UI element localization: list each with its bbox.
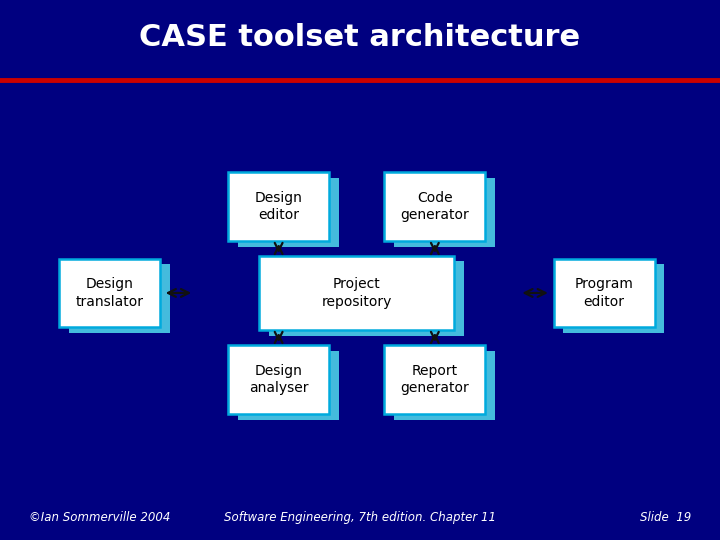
Text: Slide  19: Slide 19: [640, 510, 691, 524]
Text: Design
editor: Design editor: [255, 191, 302, 222]
Text: Project
repository: Project repository: [322, 278, 392, 308]
Text: ©Ian Sommerville 2004: ©Ian Sommerville 2004: [29, 510, 170, 524]
Text: CASE toolset architecture: CASE toolset architecture: [140, 23, 580, 52]
Text: Report
generator: Report generator: [400, 364, 469, 395]
FancyBboxPatch shape: [228, 345, 329, 414]
FancyBboxPatch shape: [238, 178, 339, 247]
Text: Code
generator: Code generator: [400, 191, 469, 222]
FancyBboxPatch shape: [68, 265, 170, 333]
FancyBboxPatch shape: [228, 172, 329, 241]
FancyBboxPatch shape: [384, 345, 485, 414]
Text: Program
editor: Program editor: [575, 278, 634, 308]
FancyBboxPatch shape: [259, 255, 454, 330]
FancyBboxPatch shape: [59, 259, 160, 327]
FancyBboxPatch shape: [394, 351, 495, 420]
Text: Design
translator: Design translator: [76, 278, 143, 308]
FancyBboxPatch shape: [269, 261, 464, 336]
FancyBboxPatch shape: [563, 265, 665, 333]
FancyBboxPatch shape: [394, 178, 495, 247]
FancyBboxPatch shape: [384, 172, 485, 241]
Text: Software Engineering, 7th edition. Chapter 11: Software Engineering, 7th edition. Chapt…: [224, 510, 496, 524]
FancyBboxPatch shape: [554, 259, 654, 327]
Text: Design
analyser: Design analyser: [249, 364, 308, 395]
FancyBboxPatch shape: [238, 351, 339, 420]
